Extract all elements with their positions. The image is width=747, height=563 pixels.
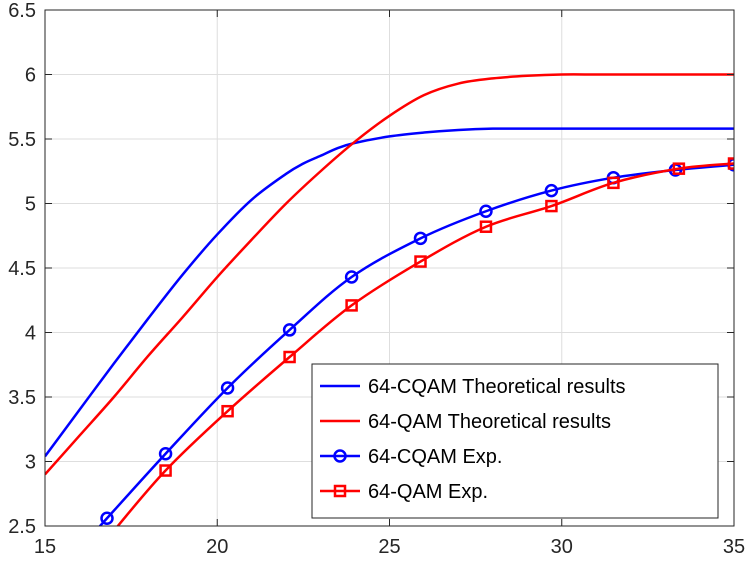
data-point-64-qam-exp [105, 530, 115, 540]
x-tick-label: 35 [723, 536, 745, 558]
data-point-64-qam-exp [221, 404, 234, 418]
y-tick-label: 2.5 [8, 516, 36, 538]
data-point-64-qam-exp [283, 350, 296, 364]
x-tick-label: 15 [34, 536, 56, 558]
y-tick-label: 3.5 [8, 387, 36, 409]
data-point-64-qam-exp [159, 464, 172, 477]
legend-box [311, 363, 719, 519]
data-point-64-qam-exp [88, 553, 98, 563]
legend-label-qam-exp: 64-QAM Exp. [368, 481, 488, 503]
y-tick-label: 6 [25, 65, 36, 87]
data-point-64-cqam-exp [544, 183, 559, 198]
y-tick-label: 6.5 [8, 0, 36, 22]
data-point-64-cqam-exp [282, 323, 297, 337]
legend-label-qam-theory: 64-QAM Theoretical results [368, 411, 611, 433]
data-point-64-qam-exp [345, 299, 358, 312]
x-tick-label: 25 [378, 536, 400, 558]
legend-label-cqam-exp: 64-CQAM Exp. [368, 446, 502, 468]
data-point-64-qam-exp [607, 176, 620, 190]
data-point-64-cqam-exp [479, 204, 493, 218]
tick-labels: 15 20 25 30 35 2.5 3 3.5 4 4.5 5 5.5 6 6.5 [8, 0, 745, 558]
data-point-64-cqam-exp [81, 536, 92, 547]
series-layer [45, 73, 734, 563]
data-point-64-qam-exp [545, 199, 558, 213]
series-line-64-cqam-theoretical-results [45, 127, 734, 458]
legend-marker-cqam-exp [333, 449, 347, 463]
legend-marker-qam-exp [333, 484, 347, 498]
data-point-64-cqam-exp [344, 270, 359, 284]
y-tick-label: 5.5 [8, 129, 36, 151]
series-line-64-qam-theoretical-results [45, 73, 734, 476]
legend: 64-CQAM Theoretical results 64-QAM Theor… [311, 363, 719, 519]
y-tick-label: 5 [25, 194, 36, 216]
x-tick-label: 20 [206, 536, 228, 558]
data-point-64-cqam-exp [158, 447, 173, 461]
data-point-64-cqam-exp [220, 381, 235, 395]
data-point-64-cqam-exp [413, 231, 428, 246]
legend-label-cqam-theory: 64-CQAM Theoretical results [368, 376, 626, 398]
x-tick-label: 30 [551, 536, 573, 558]
data-point-64-qam-exp [414, 255, 427, 268]
y-tick-label: 4 [25, 323, 36, 345]
data-point-64-cqam-exp [100, 511, 114, 526]
y-tick-label: 3 [25, 452, 36, 474]
data-point-64-qam-exp [727, 157, 734, 170]
data-point-64-qam-exp [479, 220, 493, 233]
data-point-64-qam-exp [672, 162, 686, 175]
ticks [44, 9, 735, 527]
y-tick-label: 4.5 [8, 258, 36, 280]
series-line-64-qam-exp [116, 162, 734, 526]
